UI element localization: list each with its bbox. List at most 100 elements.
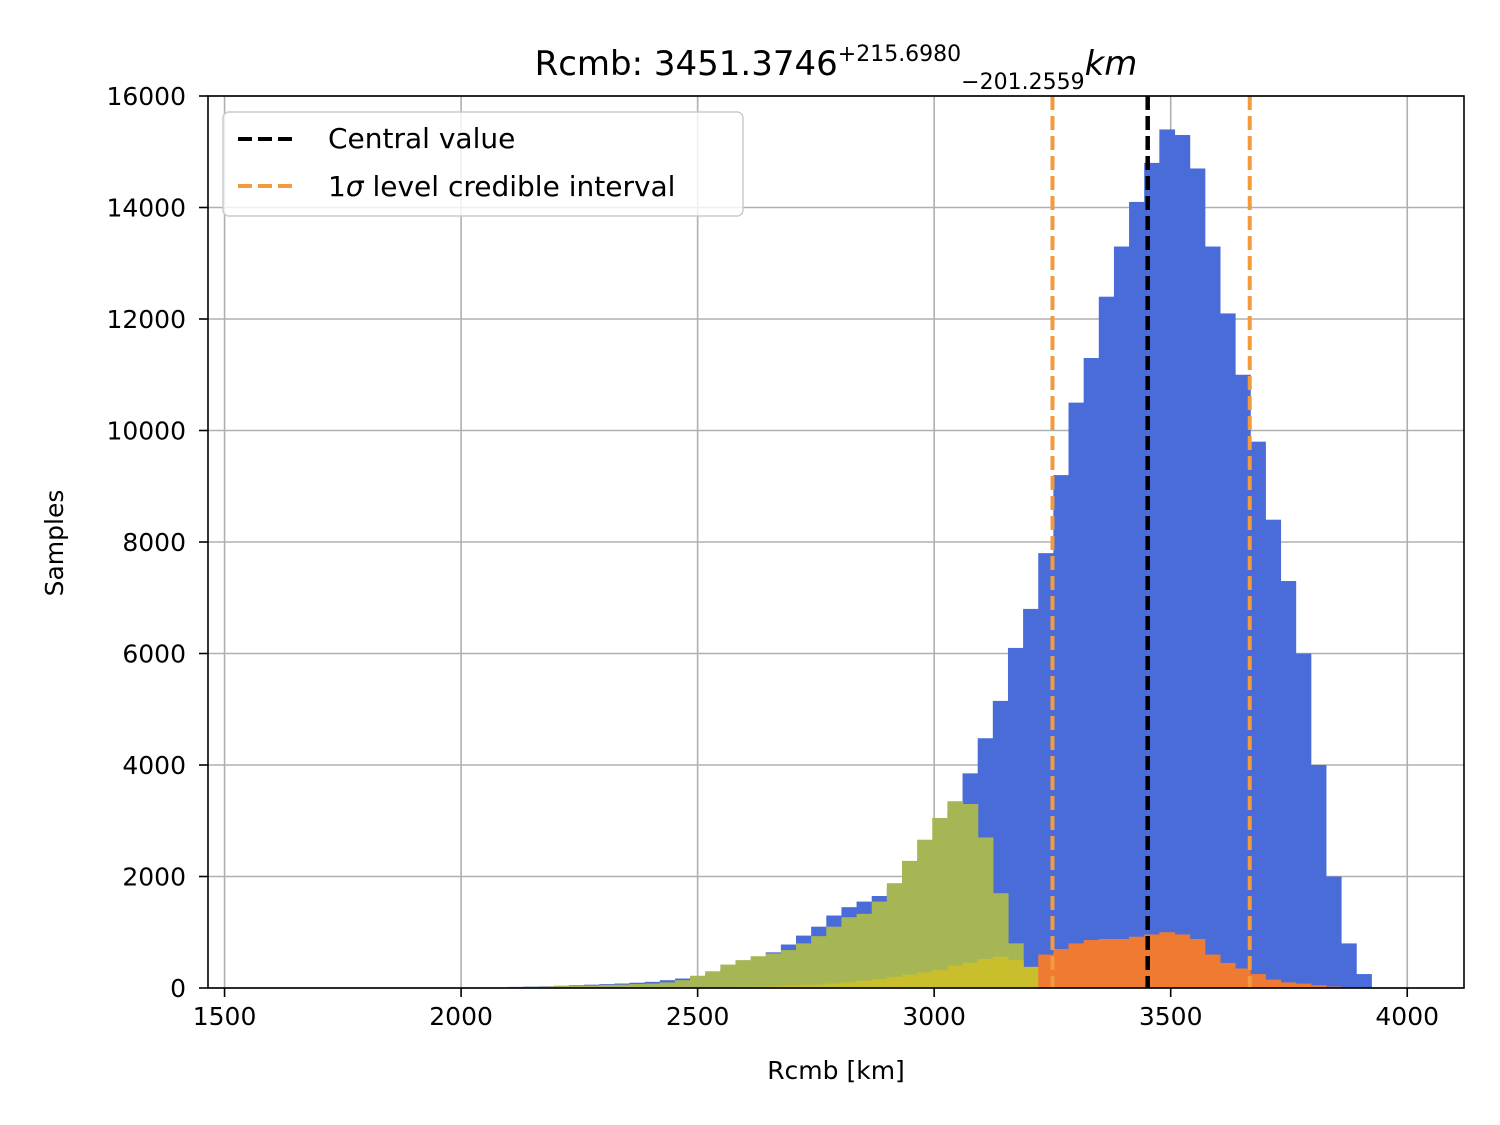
histogram-bar-green bbox=[932, 817, 949, 988]
histogram-bar-green bbox=[644, 983, 661, 988]
histogram-bar-green bbox=[977, 837, 994, 988]
y-tick-label: 10000 bbox=[106, 417, 186, 446]
legend: Central value 1σ level credible interval bbox=[222, 111, 744, 217]
x-tick-label: 1500 bbox=[193, 1002, 257, 1031]
y-tick-label: 12000 bbox=[106, 305, 186, 334]
histogram-bar-green bbox=[629, 984, 646, 988]
histogram-bar-orange bbox=[1280, 982, 1297, 988]
histogram-bar-blue bbox=[1250, 441, 1266, 988]
histogram-bar-green bbox=[599, 984, 615, 988]
histogram-bar-green bbox=[856, 913, 873, 988]
y-tick-label: 4000 bbox=[122, 751, 186, 780]
histogram-bar-green bbox=[750, 956, 767, 988]
histogram-bar-green bbox=[674, 980, 691, 988]
histogram-bar-blue bbox=[1219, 313, 1236, 988]
y-tick-label: 0 bbox=[170, 974, 186, 1003]
histogram-bar-yellow bbox=[1007, 960, 1024, 988]
histogram-bar-orange bbox=[1129, 936, 1145, 988]
histogram-bar-yellow bbox=[871, 979, 888, 988]
histogram-bar-yellow bbox=[977, 959, 994, 988]
histogram-bar-green bbox=[720, 964, 737, 988]
histogram-bar-yellow bbox=[780, 985, 797, 988]
histogram-bar-yellow bbox=[765, 986, 782, 988]
histogram-bar-green bbox=[917, 839, 933, 988]
y-axis-label: Samples bbox=[40, 490, 69, 597]
reference-lines bbox=[1050, 96, 1252, 988]
x-tick-label: 4000 bbox=[1375, 1002, 1439, 1031]
title-prefix: Rcmb: 3451.3746 bbox=[535, 44, 838, 84]
legend-box bbox=[222, 111, 744, 217]
histogram-bar-green bbox=[765, 953, 782, 988]
histogram-bar-orange bbox=[1250, 974, 1266, 988]
histogram-bar-green bbox=[886, 883, 903, 988]
histogram-bar-blue bbox=[1235, 374, 1251, 988]
histogram-bar-yellow bbox=[841, 982, 858, 988]
histogram-bar-green bbox=[780, 950, 797, 988]
histogram-bar-blue bbox=[1053, 475, 1070, 989]
histogram-bar-orange bbox=[1265, 979, 1282, 988]
histogram-bar-blue bbox=[1280, 581, 1297, 988]
histogram-bar-green bbox=[553, 986, 570, 988]
histogram-bar-orange bbox=[1235, 968, 1251, 988]
x-axis-label: Rcmb [km] bbox=[767, 1056, 905, 1085]
histogram-bar-green bbox=[826, 926, 843, 988]
x-tick-label: 2000 bbox=[429, 1002, 493, 1031]
histogram-bar-green bbox=[659, 982, 676, 988]
histogram-bar-orange bbox=[1098, 938, 1115, 988]
histogram-bar-green bbox=[871, 901, 888, 988]
histogram-bar-blue bbox=[1113, 246, 1130, 988]
histogram-bar-yellow bbox=[826, 983, 843, 988]
histogram-bar-blue bbox=[1083, 358, 1100, 988]
histogram-bar-yellow bbox=[886, 976, 903, 988]
histogram-bar-blue bbox=[1129, 201, 1145, 989]
histogram-bar-green bbox=[735, 960, 752, 988]
histogram-bar-orange bbox=[1113, 938, 1130, 988]
histogram-bar-yellow bbox=[856, 980, 873, 988]
title-lower-error: −201.2559 bbox=[961, 70, 1084, 95]
histogram-bar-green bbox=[796, 943, 812, 988]
histogram-bar-yellow bbox=[796, 985, 812, 988]
histogram-bar-blue bbox=[1189, 168, 1206, 989]
histogram-bar-yellow bbox=[947, 965, 964, 988]
histogram-bar-blue bbox=[1174, 135, 1191, 988]
histogram-bar-orange bbox=[1083, 940, 1100, 988]
histogram-bars bbox=[508, 129, 1372, 989]
histogram-bar-orange bbox=[1159, 932, 1176, 988]
histogram-bar-blue bbox=[1159, 129, 1176, 988]
y-tick-label: 8000 bbox=[122, 528, 186, 557]
histogram-bar-orange bbox=[1174, 934, 1191, 988]
histogram-bar-blue bbox=[1007, 647, 1024, 988]
title-upper-error: +215.6980 bbox=[838, 42, 961, 67]
legend-central-value-label: Central value bbox=[328, 122, 515, 155]
histogram-bar-green bbox=[568, 985, 585, 988]
histogram-bar-orange bbox=[1053, 948, 1070, 988]
histogram-bar-yellow bbox=[992, 956, 1009, 988]
histogram-bar-yellow bbox=[1023, 966, 1039, 988]
histogram-bar-green bbox=[811, 936, 827, 988]
x-tick-label: 3500 bbox=[1139, 1002, 1203, 1031]
title-unit: km bbox=[1085, 44, 1138, 84]
histogram-bar-green bbox=[614, 984, 631, 988]
histogram-bar-orange bbox=[1068, 943, 1085, 988]
histogram-bar-yellow bbox=[901, 974, 918, 988]
axis-ticks: 1500 2000 2500 3000 3500 4000 0 2000 4000 6000 800… bbox=[106, 82, 1439, 1031]
histogram-bar-yellow bbox=[917, 972, 933, 988]
legend-interval-label: 1σ level credible interval bbox=[328, 170, 675, 203]
histogram-bar-green bbox=[947, 801, 964, 988]
histogram-bar-green bbox=[584, 985, 600, 988]
y-tick-label: 6000 bbox=[122, 640, 186, 669]
histogram-bar-orange bbox=[1189, 938, 1206, 988]
histogram-bar-blue bbox=[1038, 553, 1054, 988]
histogram-bar-blue bbox=[1325, 876, 1342, 988]
chart-title: Rcmb: 3451.3746+215.6980−201.2559km bbox=[535, 42, 1138, 95]
histogram-bar-green bbox=[962, 804, 979, 988]
histogram-bar-blue bbox=[1310, 765, 1327, 988]
histogram-bar-blue bbox=[1265, 519, 1282, 988]
histogram-bar-yellow bbox=[811, 984, 827, 988]
histogram-bar-green bbox=[841, 917, 858, 988]
histogram-bar-blue bbox=[1341, 943, 1357, 988]
histogram-bar-orange bbox=[1219, 962, 1236, 988]
histogram-bar-orange bbox=[1204, 954, 1221, 988]
histogram-bar-blue bbox=[1023, 608, 1039, 988]
